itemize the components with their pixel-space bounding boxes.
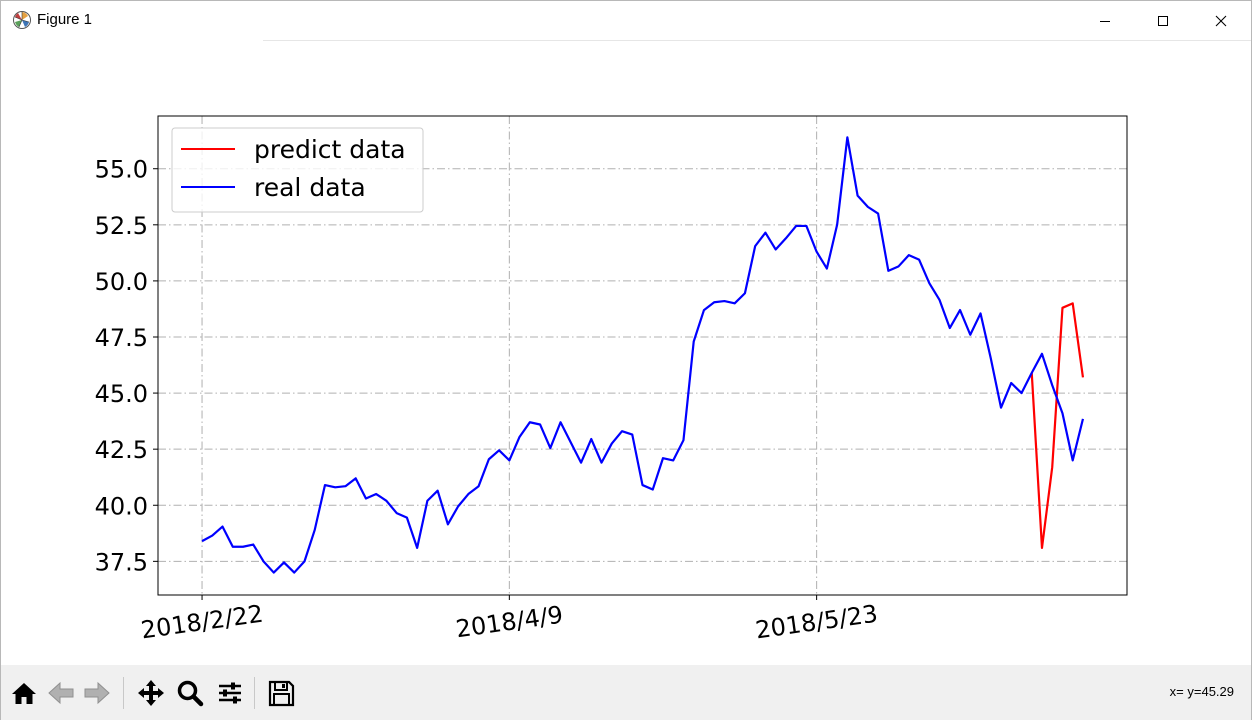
x-tick-label: 2018/4/9 [454, 601, 565, 644]
forward-arrow-icon [84, 681, 110, 705]
zoom-icon [177, 680, 203, 707]
minimize-icon [1100, 20, 1110, 22]
figure-canvas[interactable]: 37.5 40.0 42.5 45.0 47.5 50.0 52.5 55.0 2018/2/… [1, 41, 1251, 665]
legend: predict data real data [171, 127, 424, 213]
cursor-coordinates: x= y=45.29 [1169, 684, 1234, 699]
x-tick-label: 2018/5/23 [754, 600, 880, 645]
window-title: Figure 1 [37, 11, 93, 28]
legend-label-real: real data [254, 173, 366, 202]
pan-button[interactable] [134, 675, 167, 711]
y-tick-label: 47.5 [95, 324, 148, 352]
title-bar[interactable]: Figure 1 [1, 1, 1251, 40]
y-tick-label: 42.5 [95, 436, 148, 464]
home-button[interactable] [7, 675, 40, 711]
y-tick-label: 40.0 [95, 492, 148, 520]
x-axis: 2018/2/22 2018/4/9 2018/5/23 [139, 595, 880, 645]
plot-area [157, 115, 1128, 596]
save-button[interactable] [264, 675, 297, 711]
pan-icon [137, 680, 164, 706]
toolbar-separator [123, 677, 124, 709]
x-tick-label: 2018/2/22 [139, 600, 265, 645]
y-tick-label: 55.0 [95, 156, 148, 184]
close-button[interactable] [1192, 1, 1250, 40]
title-separator [263, 40, 1251, 41]
maximize-icon [1158, 15, 1168, 26]
forward-button[interactable] [80, 675, 113, 711]
y-axis: 37.5 40.0 42.5 45.0 47.5 50.0 52.5 55.0 [95, 156, 158, 576]
back-button[interactable] [44, 675, 77, 711]
y-tick-label: 45.0 [95, 380, 148, 408]
subplots-config-button[interactable] [213, 675, 246, 711]
toolbar-separator [254, 677, 255, 709]
maximize-button[interactable] [1134, 1, 1192, 40]
matplotlib-logo-icon [13, 11, 31, 29]
subplots-config-icon [218, 682, 241, 704]
close-icon [1215, 15, 1227, 26]
back-arrow-icon [47, 681, 73, 705]
zoom-button[interactable] [173, 675, 206, 711]
y-tick-label: 52.5 [95, 212, 148, 240]
legend-label-predict: predict data [254, 135, 406, 164]
series-lines [201, 136, 1085, 574]
home-icon [11, 683, 36, 704]
save-icon [268, 680, 294, 707]
series-line-real [201, 136, 1085, 574]
y-tick-label: 37.5 [95, 548, 148, 576]
minimize-button[interactable] [1076, 1, 1134, 40]
series-line-predict [1030, 302, 1085, 549]
y-tick-label: 50.0 [95, 268, 148, 296]
navigation-toolbar: x= y=45.29 [1, 665, 1251, 720]
line-chart[interactable]: 37.5 40.0 42.5 45.0 47.5 50.0 52.5 55.0 2018/2/… [1, 41, 1251, 665]
